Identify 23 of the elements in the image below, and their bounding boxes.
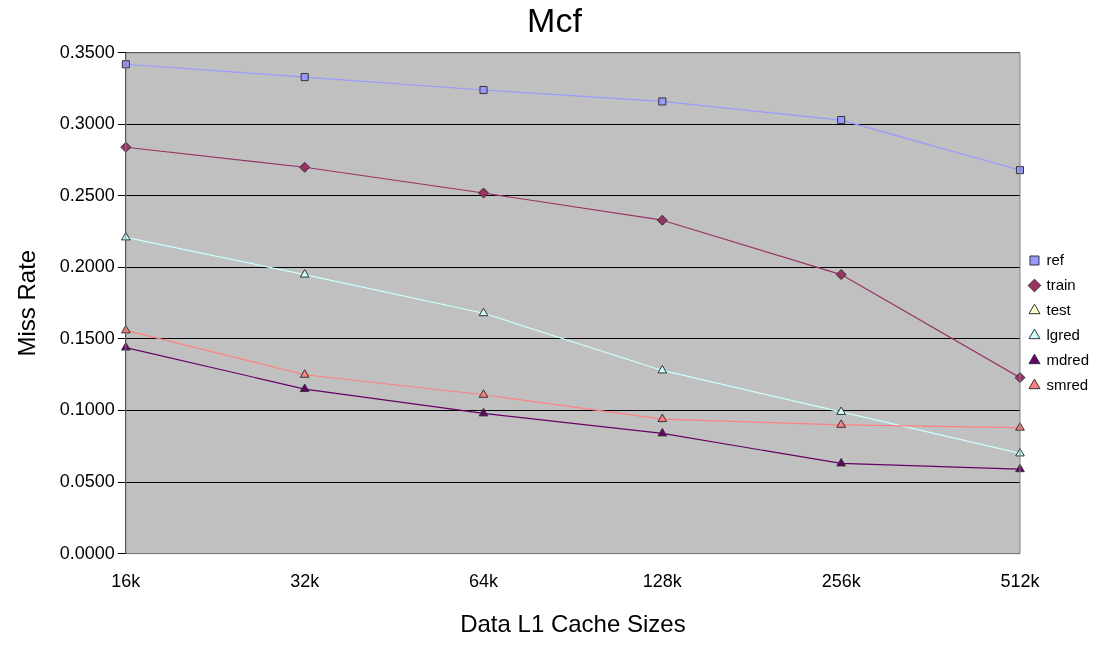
x-tick-label: 512k [1000,571,1041,592]
x-tick-label: 128k [642,571,683,592]
legend-label: ref [1046,250,1065,268]
y-tick-label: 0.1000 [59,399,115,420]
legend-label: smred [1046,375,1089,393]
x-tick-label: 256k [821,571,862,592]
y-tick-label: 0.3000 [59,113,115,134]
legend-label: lgred [1046,325,1080,343]
y-tick-label: 0.2500 [59,184,115,205]
x-tick-label: 16k [111,571,142,592]
y-tick-label: 0.1500 [59,327,115,348]
legend-label: mdred [1046,350,1090,368]
x-tick-label: 32k [290,571,321,592]
y-tick-label: 0.2000 [59,256,115,277]
y-axis-title: Miss Rate [13,249,41,357]
chart-title: Mcf [527,0,583,39]
y-tick-label: 0.0000 [59,542,115,563]
legend-label: train [1046,275,1076,293]
y-tick-label: 0.3500 [59,41,115,62]
legend-label: test [1046,300,1072,318]
x-tick-label: 64k [468,571,500,592]
x-axis-title: Data L1 Cache Sizes [460,610,686,638]
y-tick-label: 0.0500 [59,471,115,492]
